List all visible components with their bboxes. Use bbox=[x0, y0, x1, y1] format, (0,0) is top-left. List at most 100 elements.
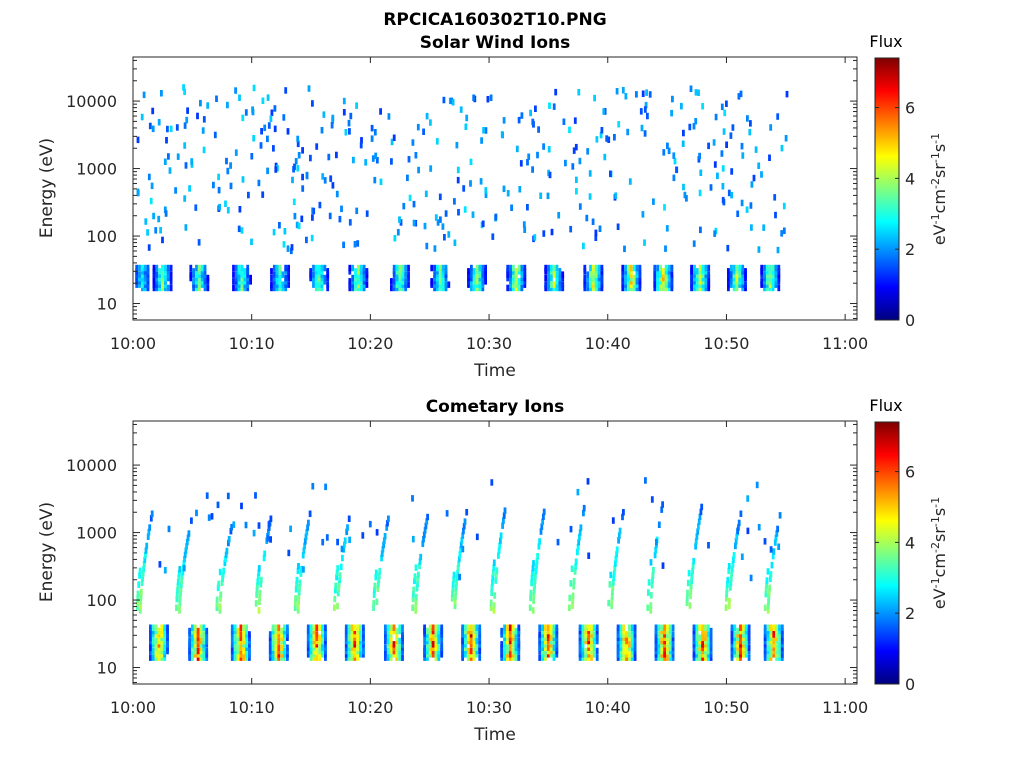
burst-cell bbox=[464, 651, 467, 658]
burst-cell bbox=[357, 274, 360, 282]
burst-cell bbox=[274, 634, 278, 641]
burst-cell bbox=[552, 281, 556, 288]
burst-cell bbox=[362, 271, 366, 278]
hit-cell bbox=[663, 204, 666, 211]
burst-cell bbox=[248, 634, 251, 641]
burst-cell bbox=[135, 278, 139, 285]
burst-cell bbox=[347, 631, 351, 638]
arc-cell bbox=[686, 589, 689, 597]
burst-cell bbox=[193, 641, 197, 648]
burst-cell bbox=[742, 651, 745, 658]
burst-cell bbox=[619, 634, 623, 641]
arc-cell bbox=[216, 584, 220, 592]
hit-cell bbox=[595, 136, 599, 143]
burst-cell bbox=[581, 651, 585, 658]
burst-cell bbox=[164, 274, 167, 282]
burst-cell bbox=[344, 644, 348, 651]
burst-cell bbox=[357, 268, 360, 275]
hit-cell bbox=[575, 176, 578, 184]
burst-cell bbox=[741, 268, 745, 275]
burst-cell bbox=[235, 264, 238, 272]
burst-cell bbox=[472, 644, 476, 651]
hit-cell bbox=[146, 229, 149, 236]
arc-cell bbox=[610, 602, 614, 610]
burst-cell bbox=[594, 281, 598, 288]
burst-cell bbox=[511, 637, 515, 645]
burst-cell bbox=[704, 651, 707, 658]
burst-cell bbox=[236, 637, 240, 645]
arc-cell bbox=[343, 541, 346, 549]
hit-cell bbox=[257, 522, 261, 529]
burst-cell bbox=[597, 274, 601, 282]
burst-cell bbox=[594, 278, 598, 285]
burst-cell bbox=[730, 624, 734, 631]
arc-cell bbox=[502, 512, 506, 519]
burst-cell bbox=[464, 641, 467, 648]
arc-cell bbox=[686, 579, 690, 587]
burst-cell bbox=[555, 627, 559, 635]
burst-cell bbox=[695, 284, 699, 292]
hit-cell bbox=[163, 206, 167, 213]
hit-cell bbox=[749, 574, 753, 582]
burst-cell bbox=[359, 264, 363, 272]
burst-cell bbox=[395, 281, 399, 288]
burst-cell bbox=[777, 268, 781, 275]
burst-cell bbox=[589, 264, 592, 272]
burst-cell bbox=[309, 634, 313, 641]
burst-cell bbox=[389, 647, 393, 655]
burst-cell bbox=[407, 281, 410, 288]
hit-cell bbox=[295, 221, 299, 229]
hit-cell bbox=[315, 143, 319, 150]
burst-cell bbox=[706, 647, 710, 655]
burst-cell bbox=[353, 644, 357, 651]
hit-cell bbox=[290, 244, 294, 251]
hit-cell bbox=[216, 501, 220, 509]
arc-cell bbox=[418, 562, 421, 570]
burst-cell bbox=[280, 644, 284, 651]
arc-cell bbox=[387, 515, 390, 522]
burst-cell bbox=[309, 651, 313, 658]
hit-cell bbox=[148, 122, 152, 130]
burst-cell bbox=[692, 627, 696, 635]
burst-cell bbox=[437, 631, 441, 638]
burst-cell bbox=[616, 644, 620, 651]
hit-cell bbox=[762, 224, 766, 231]
burst-cell bbox=[268, 654, 272, 661]
burst-cell bbox=[777, 274, 781, 282]
hit-cell bbox=[782, 227, 786, 234]
burst-cell bbox=[744, 637, 748, 645]
burst-cell bbox=[587, 651, 590, 658]
colorbar-gradient bbox=[874, 57, 900, 321]
burst-cell bbox=[597, 284, 601, 292]
arc-cell bbox=[730, 565, 734, 573]
burst-cell bbox=[434, 654, 438, 661]
arc-cell bbox=[531, 569, 534, 577]
burst-cell bbox=[444, 268, 448, 275]
burst-cell bbox=[698, 634, 702, 641]
hit-cell bbox=[269, 115, 273, 122]
burst-cell bbox=[589, 274, 592, 282]
burst-cell bbox=[472, 268, 476, 275]
burst-cell bbox=[271, 644, 275, 651]
burst-cell bbox=[350, 637, 354, 645]
burst-cell bbox=[690, 281, 693, 288]
burst-cell bbox=[558, 284, 562, 292]
arc-cell bbox=[568, 604, 571, 611]
burst-cell bbox=[780, 631, 784, 638]
colorbar-label: Flux bbox=[869, 396, 902, 415]
burst-cell bbox=[780, 624, 784, 631]
burst-cell bbox=[578, 644, 582, 651]
burst-cell bbox=[475, 264, 479, 272]
hit-cell bbox=[648, 91, 652, 98]
arc-cell bbox=[294, 599, 297, 607]
burst-cell bbox=[659, 268, 662, 275]
x-tick-label: 10:40 bbox=[585, 698, 631, 717]
burst-cell bbox=[475, 274, 479, 282]
arc-cell bbox=[219, 591, 223, 598]
hit-cell bbox=[359, 141, 363, 149]
hit-cell bbox=[370, 124, 374, 132]
hit-cell bbox=[342, 241, 345, 249]
arc-cell bbox=[502, 517, 505, 524]
burst-cell bbox=[428, 647, 432, 655]
burst-cell bbox=[597, 264, 601, 272]
